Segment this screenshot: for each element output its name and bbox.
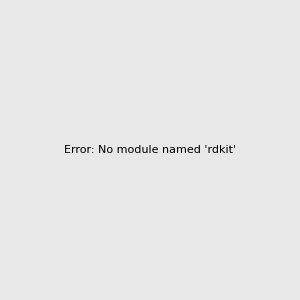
Text: Error: No module named 'rdkit': Error: No module named 'rdkit': [64, 145, 236, 155]
